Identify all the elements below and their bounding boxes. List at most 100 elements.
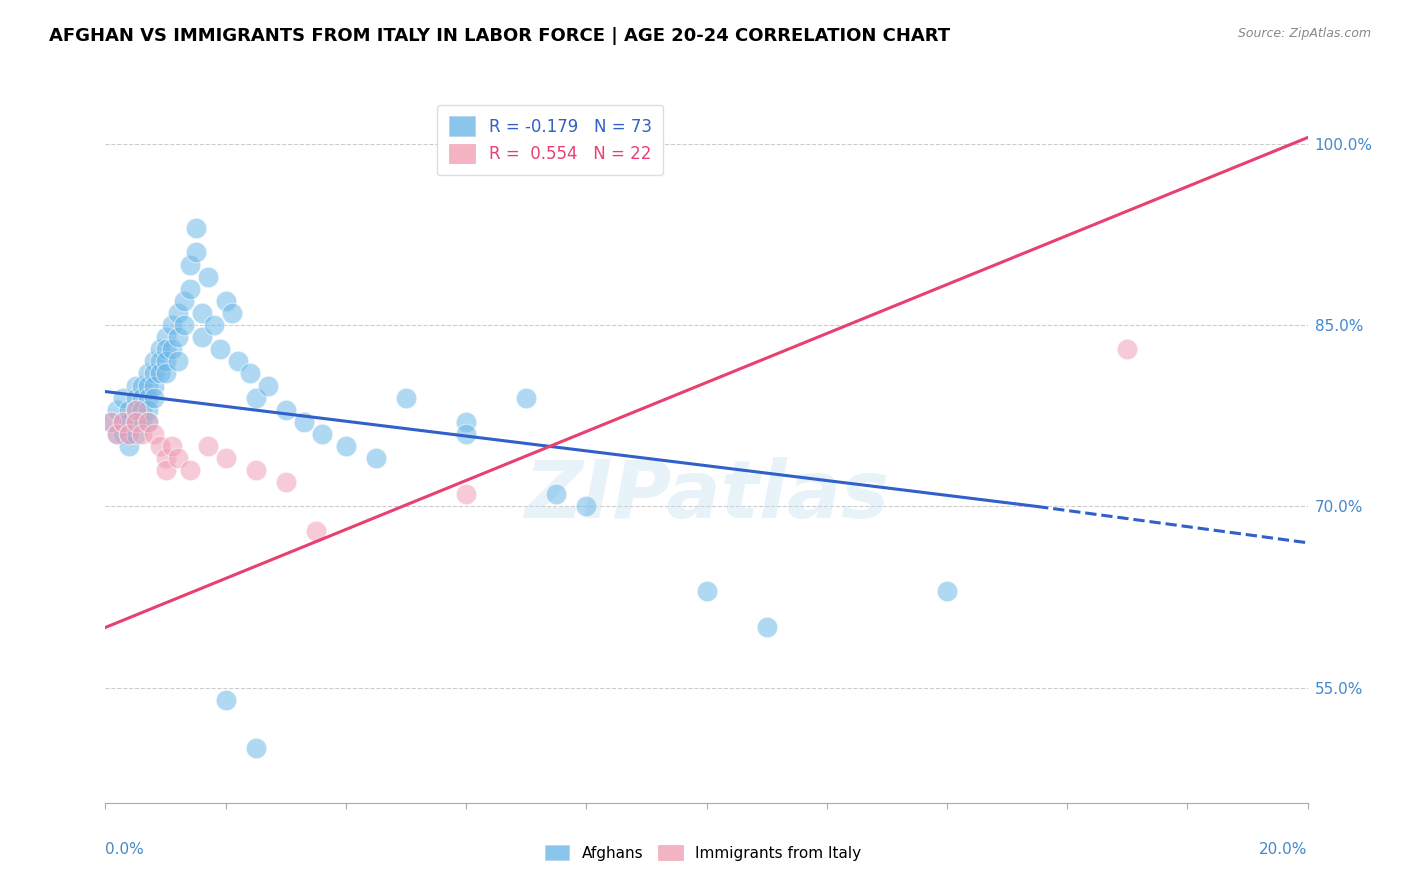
Point	[131, 426, 153, 441]
Point	[136, 378, 159, 392]
Point	[124, 415, 146, 429]
Point	[142, 378, 165, 392]
Point	[239, 367, 262, 381]
Point	[107, 426, 129, 441]
Point	[124, 426, 146, 441]
Point	[118, 415, 141, 429]
Point	[160, 343, 183, 357]
Point	[142, 426, 165, 441]
Point	[184, 245, 207, 260]
Point	[166, 354, 188, 368]
Point	[136, 402, 159, 417]
Point	[124, 378, 146, 392]
Point	[148, 354, 170, 368]
Text: 20.0%: 20.0%	[1260, 842, 1308, 857]
Point	[155, 451, 177, 466]
Point	[166, 451, 188, 466]
Point	[136, 391, 159, 405]
Point	[245, 741, 267, 756]
Point	[184, 221, 207, 235]
Point	[160, 318, 183, 332]
Point	[112, 391, 135, 405]
Point	[107, 402, 129, 417]
Point	[454, 426, 477, 441]
Point	[274, 475, 297, 490]
Point	[179, 258, 201, 272]
Point	[131, 415, 153, 429]
Point	[179, 282, 201, 296]
Point	[335, 439, 357, 453]
Point	[755, 620, 778, 634]
Point	[142, 391, 165, 405]
Text: AFGHAN VS IMMIGRANTS FROM ITALY IN LABOR FORCE | AGE 20-24 CORRELATION CHART: AFGHAN VS IMMIGRANTS FROM ITALY IN LABOR…	[49, 27, 950, 45]
Point	[112, 415, 135, 429]
Point	[155, 354, 177, 368]
Point	[136, 415, 159, 429]
Point	[148, 439, 170, 453]
Point	[142, 367, 165, 381]
Point	[190, 306, 212, 320]
Point	[274, 402, 297, 417]
Point	[214, 693, 236, 707]
Point	[454, 415, 477, 429]
Point	[100, 415, 122, 429]
Point	[256, 378, 278, 392]
Point	[936, 584, 959, 599]
Legend: Afghans, Immigrants from Italy: Afghans, Immigrants from Italy	[537, 837, 869, 868]
Point	[160, 439, 183, 453]
Point	[148, 367, 170, 381]
Point	[118, 426, 141, 441]
Point	[1116, 343, 1139, 357]
Point	[221, 306, 243, 320]
Point	[131, 402, 153, 417]
Point	[546, 487, 568, 501]
Point	[364, 451, 387, 466]
Text: Source: ZipAtlas.com: Source: ZipAtlas.com	[1237, 27, 1371, 40]
Text: ZIPatlas: ZIPatlas	[524, 457, 889, 535]
Point	[226, 354, 249, 368]
Point	[107, 426, 129, 441]
Point	[166, 306, 188, 320]
Point	[136, 415, 159, 429]
Point	[118, 426, 141, 441]
Point	[214, 451, 236, 466]
Point	[118, 439, 141, 453]
Point	[166, 330, 188, 344]
Point	[173, 318, 195, 332]
Point	[245, 391, 267, 405]
Point	[292, 415, 315, 429]
Point	[575, 500, 598, 514]
Point	[245, 463, 267, 477]
Point	[208, 343, 231, 357]
Point	[202, 318, 225, 332]
Point	[696, 584, 718, 599]
Point	[395, 391, 418, 405]
Point	[148, 343, 170, 357]
Point	[124, 402, 146, 417]
Text: 0.0%: 0.0%	[105, 842, 145, 857]
Point	[124, 391, 146, 405]
Point	[136, 367, 159, 381]
Point	[454, 487, 477, 501]
Point	[155, 463, 177, 477]
Point	[131, 391, 153, 405]
Point	[112, 426, 135, 441]
Point	[197, 439, 219, 453]
Point	[100, 415, 122, 429]
Point	[173, 293, 195, 308]
Legend: R = -0.179   N = 73, R =  0.554   N = 22: R = -0.179 N = 73, R = 0.554 N = 22	[437, 104, 664, 175]
Point	[155, 367, 177, 381]
Point	[155, 343, 177, 357]
Point	[515, 391, 537, 405]
Point	[124, 415, 146, 429]
Point	[142, 354, 165, 368]
Point	[214, 293, 236, 308]
Point	[190, 330, 212, 344]
Point	[311, 426, 333, 441]
Point	[305, 524, 328, 538]
Point	[112, 415, 135, 429]
Point	[124, 402, 146, 417]
Point	[179, 463, 201, 477]
Point	[131, 378, 153, 392]
Point	[155, 330, 177, 344]
